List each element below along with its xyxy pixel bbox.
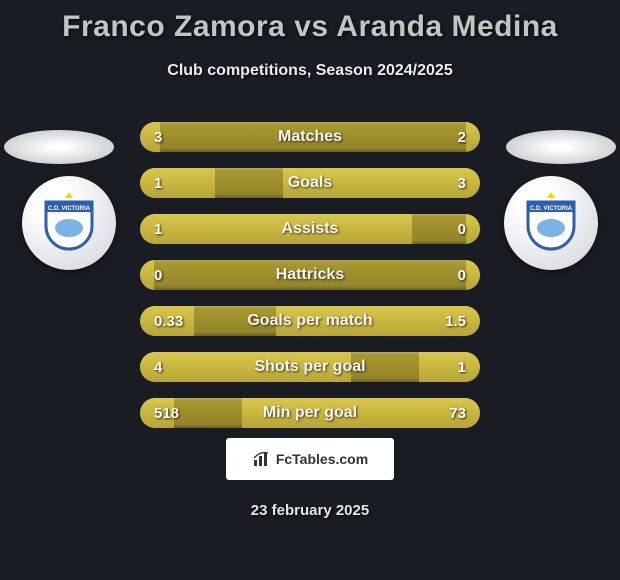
branding-text: FcTables.com (276, 451, 368, 467)
stat-row: Assists1 0 (140, 214, 480, 244)
stat-row: Shots per goal4 1 (140, 352, 480, 382)
stat-label: Shots per goal (140, 352, 480, 382)
stat-row: Matches3 2 (140, 122, 480, 152)
svg-text:C.D. VICTORIA: C.D. VICTORIA (530, 206, 573, 212)
club-crest-left: C.D. VICTORIA (22, 176, 116, 270)
stat-row: Goals1 3 (140, 168, 480, 198)
stat-value-left: 0 (140, 260, 176, 290)
stat-label: Goals (140, 168, 480, 198)
stat-value-right: 73 (435, 398, 480, 428)
stat-value-left: 3 (140, 122, 176, 152)
stat-row: Min per goal51873 (140, 398, 480, 428)
svg-text:C.D. VICTORIA: C.D. VICTORIA (48, 206, 91, 212)
stat-value-right: 1 (444, 352, 480, 382)
stat-label: Matches (140, 122, 480, 152)
stat-value-right: 3 (444, 168, 480, 198)
stat-label: Assists (140, 214, 480, 244)
stat-value-left: 1 (140, 214, 176, 244)
footer-date: 23 february 2025 (0, 502, 620, 519)
stat-value-right: 1.5 (431, 306, 480, 336)
stat-value-left: 518 (140, 398, 193, 428)
decor-ellipse-left (4, 130, 114, 164)
subtitle: Club competitions, Season 2024/2025 (0, 62, 620, 80)
club-crest-right: C.D. VICTORIA (504, 176, 598, 270)
stat-row: Goals per match0.331.5 (140, 306, 480, 336)
shield-icon: C.D. VICTORIA (516, 188, 586, 258)
stats-container: Matches32Goals13Assists10Hattricks00Goal… (140, 122, 480, 444)
decor-ellipse-right (506, 130, 616, 164)
stat-value-left: 0.33 (140, 306, 197, 336)
page-title: Franco Zamora vs Aranda Medina (0, 0, 620, 44)
stat-value-right: 0 (444, 214, 480, 244)
stat-label: Hattricks (140, 260, 480, 290)
branding-box: FcTables.com (226, 438, 394, 480)
stat-value-right: 2 (444, 122, 480, 152)
stat-value-left: 4 (140, 352, 176, 382)
stat-row: Hattricks0 0 (140, 260, 480, 290)
stat-value-right: 0 (444, 260, 480, 290)
bars-icon (252, 449, 272, 469)
stat-value-left: 1 (140, 168, 176, 198)
shield-icon: C.D. VICTORIA (34, 188, 104, 258)
